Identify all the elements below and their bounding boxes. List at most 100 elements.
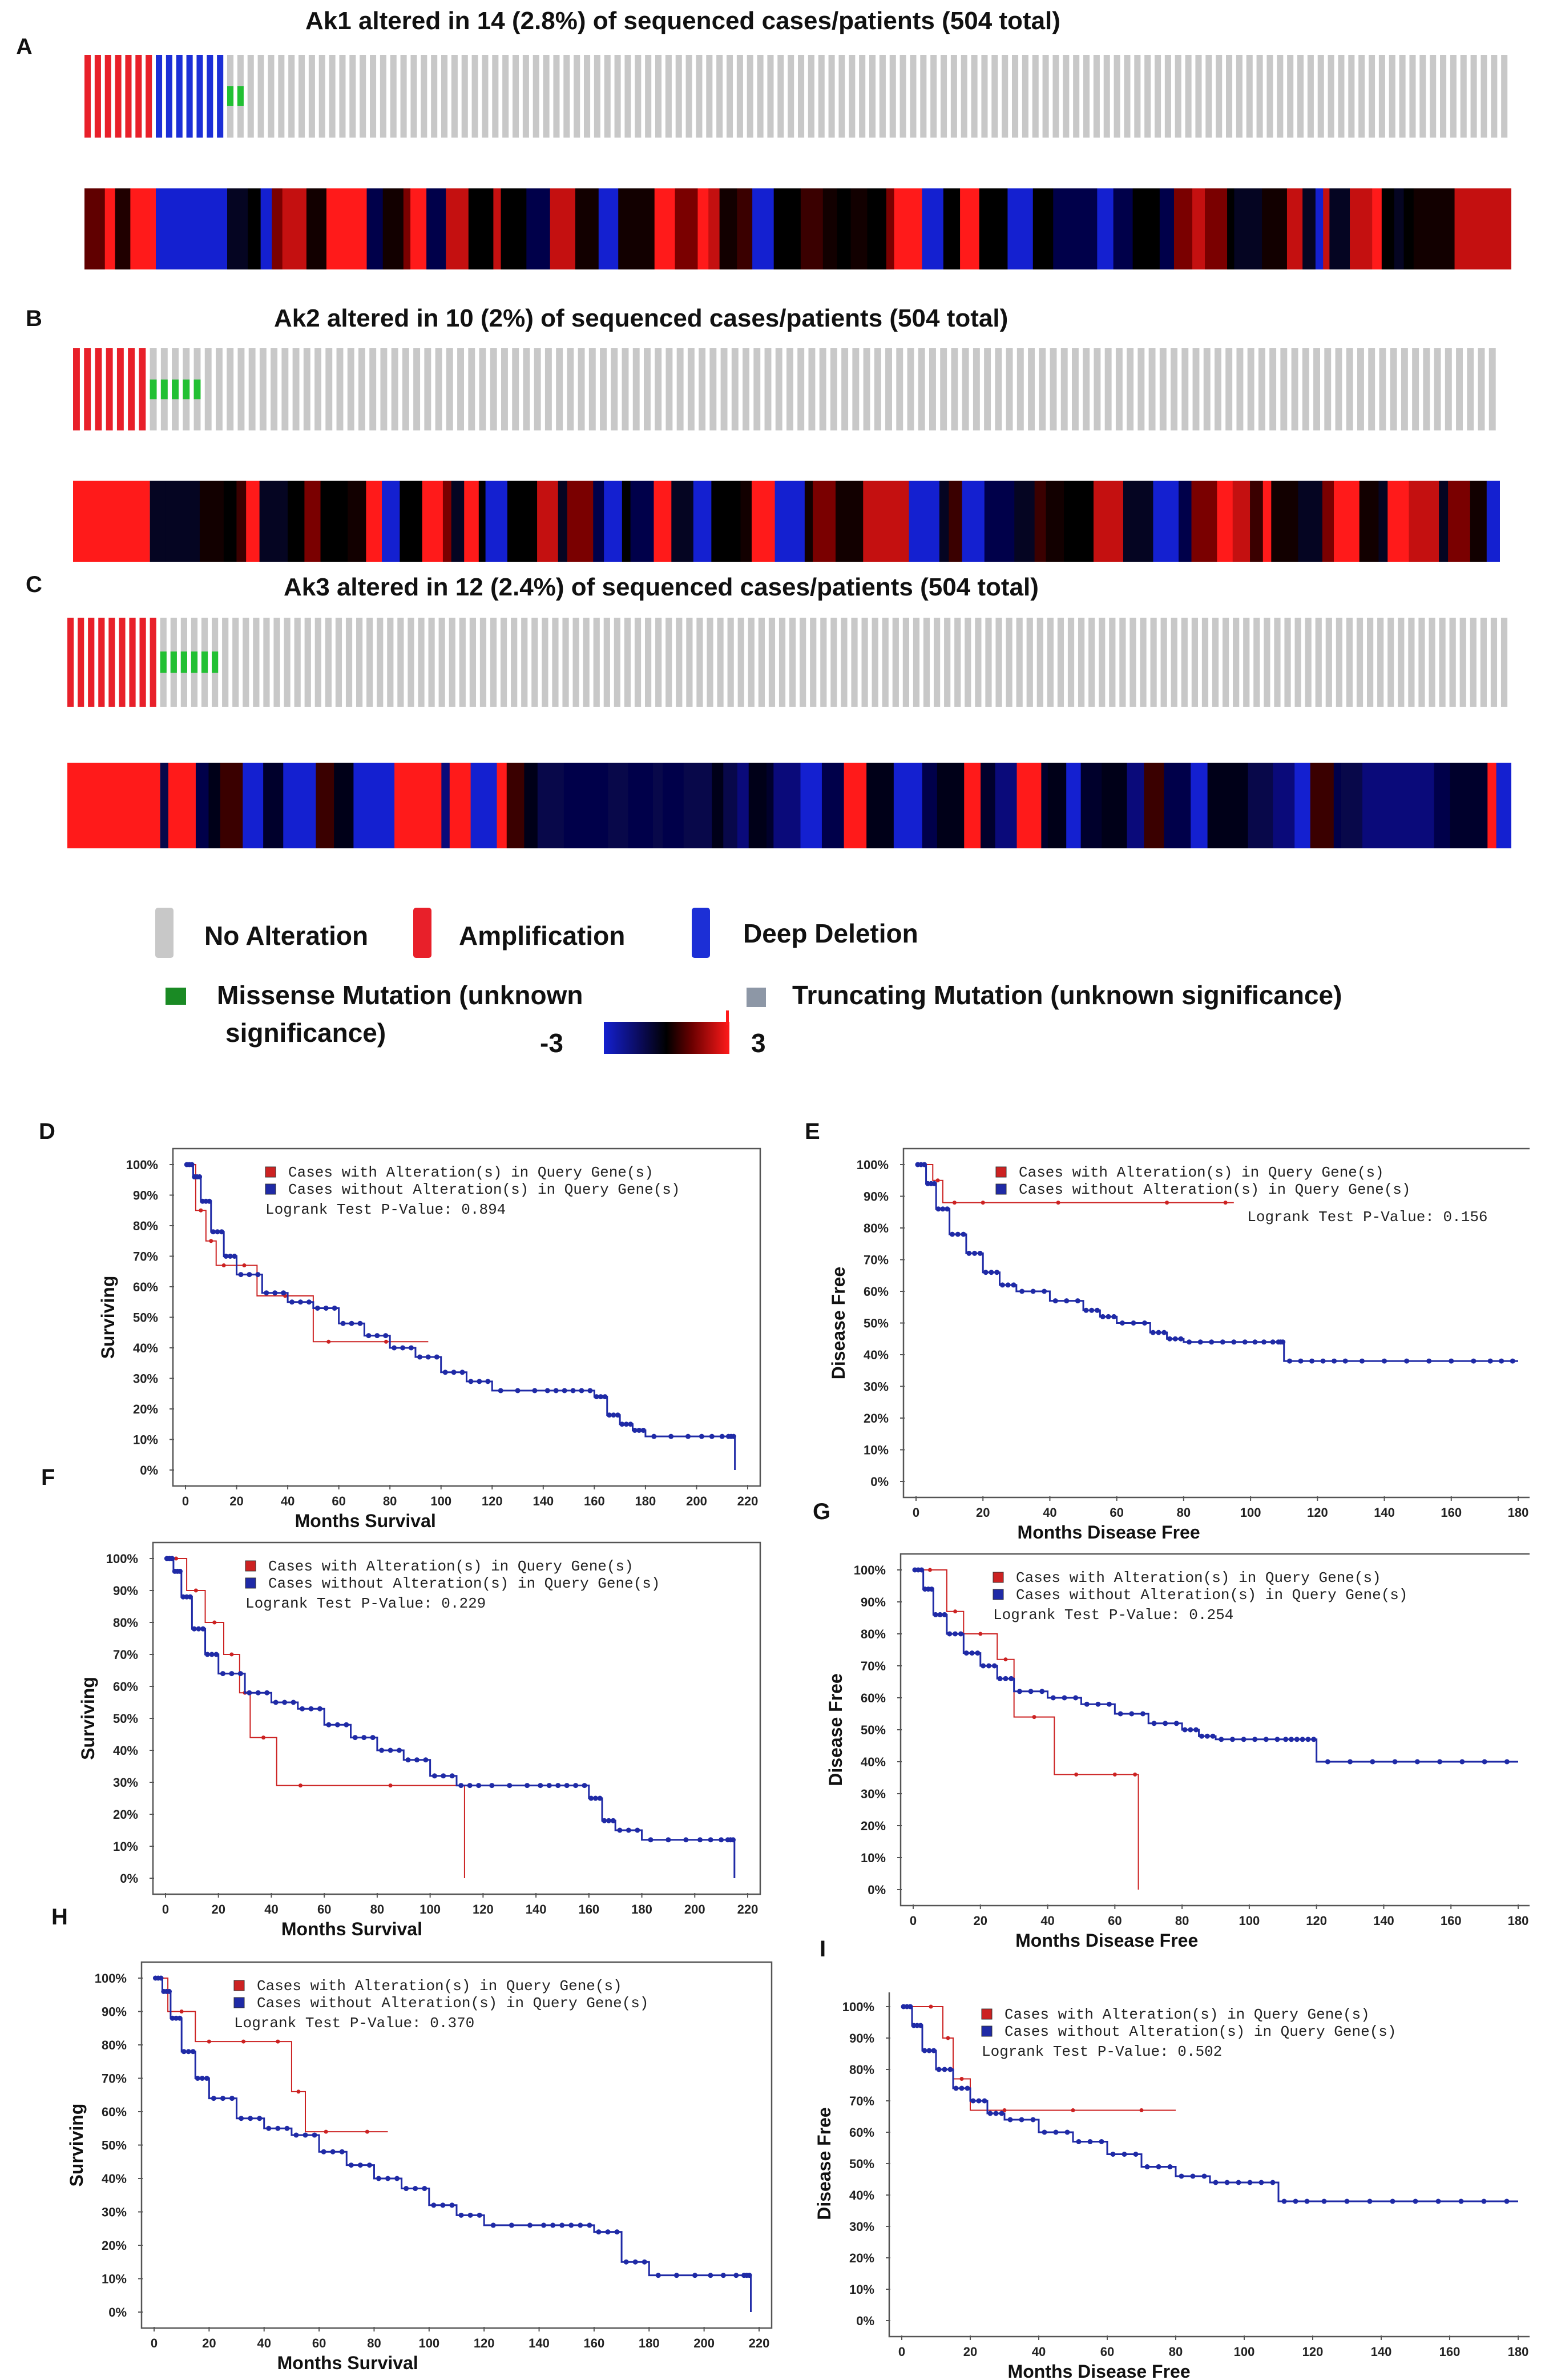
oncoprint-sample	[106, 348, 113, 430]
oncoprint-sample	[1006, 618, 1012, 707]
plot-frame	[902, 1147, 1530, 1499]
censor-mark	[184, 1594, 189, 1600]
legend-swatch-unaltered	[245, 1577, 256, 1589]
heatmap-cell	[199, 481, 224, 562]
heatmap-cell	[1064, 481, 1094, 562]
censor-mark	[229, 1652, 234, 1657]
oncoprint-sample	[859, 55, 866, 138]
oncoprint-sample	[1356, 618, 1363, 707]
oncoprint-sample	[469, 618, 476, 707]
oncoprint-sample	[603, 618, 610, 707]
censor-mark	[170, 1556, 175, 1561]
legend-altered-label: Cases with Alteration(s) in Query Gene(s…	[1016, 1569, 1381, 1586]
heatmap-cell	[493, 188, 502, 269]
heatmap-cell	[1192, 188, 1205, 269]
censor-mark	[665, 1837, 671, 1843]
heatmap-cell	[334, 763, 354, 848]
oncoprint-sample	[1026, 618, 1033, 707]
oncoprint-sample	[1336, 618, 1342, 707]
censor-mark	[1071, 2108, 1075, 2112]
oncoprint-sample	[563, 55, 570, 138]
censor-mark	[978, 1632, 983, 1636]
censor-mark	[314, 1305, 320, 1311]
oncoprint-sample	[150, 618, 156, 707]
censor-mark	[255, 1690, 261, 1696]
oncoprint-sample	[380, 55, 386, 138]
heatmap-cell	[1219, 763, 1227, 848]
censor-mark	[527, 2222, 533, 2228]
oncoprint-sample	[413, 348, 421, 430]
logrank-pvalue: Logrank Test P-Value: 0.502	[982, 2043, 1222, 2060]
censor-mark	[220, 1671, 225, 1677]
oncoprint-sample	[446, 348, 453, 430]
y-tick-label: 0%	[856, 2314, 874, 2328]
oncoprint-sample	[1063, 55, 1070, 138]
legend-swatch-altered	[265, 1166, 276, 1178]
x-tick-label: 180	[1508, 2345, 1529, 2359]
censor-mark	[1392, 1759, 1398, 1765]
oncoprint-sample	[709, 348, 717, 430]
censor-mark	[507, 1783, 513, 1789]
censor-mark	[1382, 1358, 1387, 1364]
x-axis-label: Months Disease Free	[1008, 2361, 1191, 2378]
panel-letter-a: A	[16, 34, 33, 59]
oncoprint-sample	[1478, 348, 1485, 430]
x-tick-label: 0	[910, 1914, 917, 1928]
oncoprint-sample	[1280, 348, 1288, 430]
oncoprint-sample	[1266, 55, 1273, 138]
censor-mark	[1133, 1772, 1137, 1777]
oncoprint-sample	[288, 55, 295, 138]
heatmap-cell	[1014, 481, 1035, 562]
logrank-pvalue: Logrank Test P-Value: 0.156	[1247, 1209, 1487, 1226]
censor-mark	[719, 1433, 725, 1439]
heatmap-cell	[316, 763, 334, 848]
legend-swatch-no-alteration	[155, 908, 174, 958]
x-tick-label: 100	[1239, 1914, 1260, 1928]
censor-mark	[931, 1181, 937, 1186]
y-tick-label: 0%	[870, 1475, 889, 1489]
oncoprint-sample	[1078, 618, 1085, 707]
oncoprint-sample	[294, 618, 301, 707]
censor-mark	[1298, 1358, 1304, 1364]
censor-mark	[408, 1345, 414, 1351]
y-tick-label: 40%	[133, 1341, 158, 1355]
oncoprint-sample	[1212, 618, 1219, 707]
oncoprint-sample	[1148, 348, 1156, 430]
oncoprint-sample	[902, 618, 909, 707]
oncoprint-sample	[944, 618, 951, 707]
censor-mark	[1220, 1339, 1225, 1345]
oncoprint-sample	[1357, 348, 1364, 430]
censor-mark	[949, 1231, 955, 1237]
censor-mark	[919, 1567, 925, 1573]
heatmap-cell	[1286, 188, 1303, 269]
oncoprint-sample	[1338, 55, 1345, 138]
oncoprint-sample	[1039, 348, 1046, 430]
censor-mark	[413, 2186, 418, 2192]
x-tick-label: 220	[749, 2336, 770, 2350]
censor-mark	[1404, 1358, 1410, 1364]
censor-mark	[349, 1320, 354, 1326]
censor-mark	[1348, 1759, 1353, 1765]
oncoprint-sample	[1083, 348, 1090, 430]
oncoprint-sample	[139, 618, 146, 707]
censor-mark	[1178, 1336, 1184, 1342]
censor-mark	[384, 1339, 388, 1344]
x-axis-label: Months Survival	[277, 2353, 418, 2373]
y-tick-label: 0%	[120, 1871, 138, 1886]
x-tick-label: 40	[264, 1902, 278, 1916]
oncoprint-sample	[810, 618, 817, 707]
oncoprint-sample	[632, 348, 640, 430]
oncoprint-sample	[1401, 348, 1408, 430]
censor-mark	[965, 2085, 970, 2091]
censor-mark	[961, 1231, 966, 1237]
heatmap-cell	[524, 763, 538, 848]
heatmap-cell	[1034, 481, 1047, 562]
panel-letter-g: G	[813, 1499, 831, 1524]
x-tick-label: 80	[383, 1494, 397, 1508]
y-tick-label: 10%	[113, 1839, 138, 1854]
censor-mark	[1247, 2180, 1253, 2185]
y-tick-label: 60%	[133, 1280, 158, 1294]
heatmap-cell	[304, 481, 321, 562]
censor-mark	[1099, 2139, 1104, 2144]
censor-mark	[181, 2049, 187, 2055]
